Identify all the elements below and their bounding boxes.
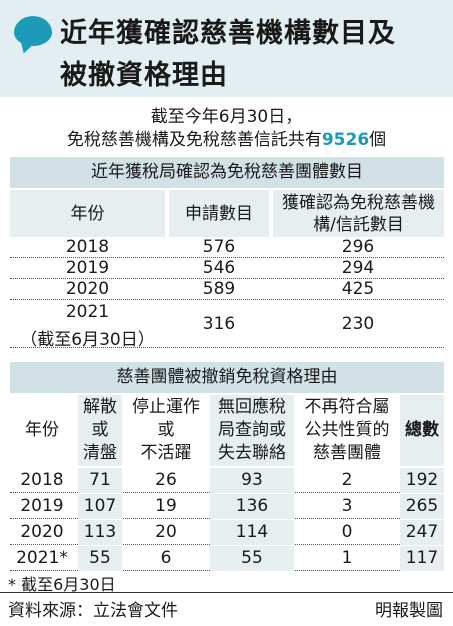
table1-row: 2018 576 296 xyxy=(10,237,444,258)
table2-inactive: 6 xyxy=(160,548,172,568)
table2-header-line: 公共性質的 xyxy=(304,420,390,440)
footnote: * 截至6月30日 xyxy=(8,575,116,594)
table2-header-line: 停止運作 xyxy=(132,397,200,417)
source-text: 資料來源：立法會文件 xyxy=(8,601,178,621)
table1-year-note: （截至6月30日） xyxy=(20,330,155,350)
table1-year: 2021 xyxy=(65,302,110,322)
table1-approved: 230 xyxy=(341,314,375,334)
table1-header-approved: 獲確認為免稅慈善機構/信託數目 xyxy=(273,190,444,237)
table2-header-total: 總數 xyxy=(400,395,444,466)
credit-text: 明報製圖 xyxy=(375,601,443,621)
table2-header-line: 慈善團體 xyxy=(313,443,381,463)
table2-row: 2021* 55 6 55 1 117 xyxy=(10,546,444,571)
speech-bubble-icon xyxy=(14,16,52,46)
table2-dissolved: 55 xyxy=(78,546,122,571)
table2-row: 2018 71 26 93 2 192 xyxy=(10,468,444,493)
table2-inactive: 19 xyxy=(155,496,177,516)
title-line-1: 近年獲確認慈善機構數目及 xyxy=(60,18,396,49)
table2-header-inactive: 停止運作或不活躍 xyxy=(124,395,208,466)
table1-year: 2020 xyxy=(65,279,110,299)
table1-header-year: 年份 xyxy=(10,190,165,237)
title-line-2: 被撤資格理由 xyxy=(60,60,228,91)
table2-header-no_response: 無回應稅局查詢或失去聯絡 xyxy=(210,395,294,466)
summary-line-2: 免稅慈善機構及免稅慈善信託共有9526個 xyxy=(0,125,453,150)
summary-text-post: 個 xyxy=(369,130,387,150)
table2-not-public: 2 xyxy=(341,470,353,490)
table1-row-2021: 2021 （截至6月30日） 316 230 xyxy=(10,301,444,350)
summary-text-pre: 免稅慈善機構及免稅慈善信託共有 xyxy=(66,130,322,150)
table1-applications: 576 xyxy=(202,237,236,257)
table1-approved: 296 xyxy=(341,237,375,257)
summary-total-value: 9526 xyxy=(321,130,370,150)
table2-not-public: 3 xyxy=(341,496,353,516)
table2-dissolved: 71 xyxy=(78,468,122,493)
table2-total: 117 xyxy=(400,546,444,571)
table1-title: 近年獲稅局確認為免稅慈善團體數目 xyxy=(10,157,444,188)
table2-header-dissolved: 解散或清盤 xyxy=(78,395,122,466)
table1-approved: 294 xyxy=(341,258,375,278)
table2-header-line: 年份 xyxy=(25,420,59,440)
table1-year: 2018 xyxy=(65,237,110,257)
table2-dissolved: 113 xyxy=(78,520,122,545)
table2-dissolved: 107 xyxy=(78,494,122,519)
table2-no-response: 55 xyxy=(210,546,294,571)
table1-row: 2020 589 425 xyxy=(10,279,444,300)
table2-total: 247 xyxy=(400,520,444,545)
table1-year: 2019 xyxy=(65,258,110,278)
table2-header-line: 不再符合屬 xyxy=(304,397,390,417)
table2-no-response: 93 xyxy=(210,468,294,493)
table2-not-public: 0 xyxy=(341,522,353,542)
table2-inactive: 20 xyxy=(155,522,177,542)
table2-no-response: 114 xyxy=(210,520,294,545)
table1-header-applications: 申請數目 xyxy=(169,190,269,237)
table2-year: 2018 xyxy=(20,470,64,490)
table1-row: 2019 546 294 xyxy=(10,258,444,279)
table1-approved: 425 xyxy=(341,279,375,299)
table2-header-line: 局查詢或 xyxy=(218,420,286,440)
table2-no-response: 136 xyxy=(210,494,294,519)
table1-applications: 589 xyxy=(202,279,236,299)
table2-total: 192 xyxy=(400,468,444,493)
table2-year: 2021* xyxy=(16,548,68,568)
table2-row: 2019 107 19 136 3 265 xyxy=(10,494,444,519)
table2-total: 265 xyxy=(400,494,444,519)
table2-header-line: 清盤 xyxy=(83,443,117,463)
table2-header-line: 解散 xyxy=(83,397,117,417)
table2-header-line: 或 xyxy=(157,420,175,440)
summary-line-1: 截至今年6月30日， xyxy=(150,107,303,127)
divider xyxy=(0,592,453,593)
table2-not-public: 1 xyxy=(341,548,353,568)
table2-inactive: 26 xyxy=(155,470,177,490)
table1-applications: 316 xyxy=(202,314,236,334)
header-banner: 近年獲確認慈善機構數目及 被撤資格理由 xyxy=(0,0,453,97)
table1-applications: 546 xyxy=(202,258,236,278)
table2-row: 2020 113 20 114 0 247 xyxy=(10,520,444,545)
table2-header-not_public: 不再符合屬公共性質的慈善團體 xyxy=(297,395,397,466)
table2-header-line: 無回應稅 xyxy=(218,397,286,417)
table2-year: 2020 xyxy=(20,522,64,542)
table2-header-year: 年份 xyxy=(10,395,74,466)
table2-title: 慈善團體被撤銷免稅資格理由 xyxy=(10,362,444,393)
table2-year: 2019 xyxy=(20,496,64,516)
table2-header-line: 失去聯絡 xyxy=(218,443,286,463)
table2-header-line: 總數 xyxy=(405,420,439,440)
table2-header-line: 不活躍 xyxy=(140,443,192,463)
table2-header-line: 或 xyxy=(91,420,109,440)
